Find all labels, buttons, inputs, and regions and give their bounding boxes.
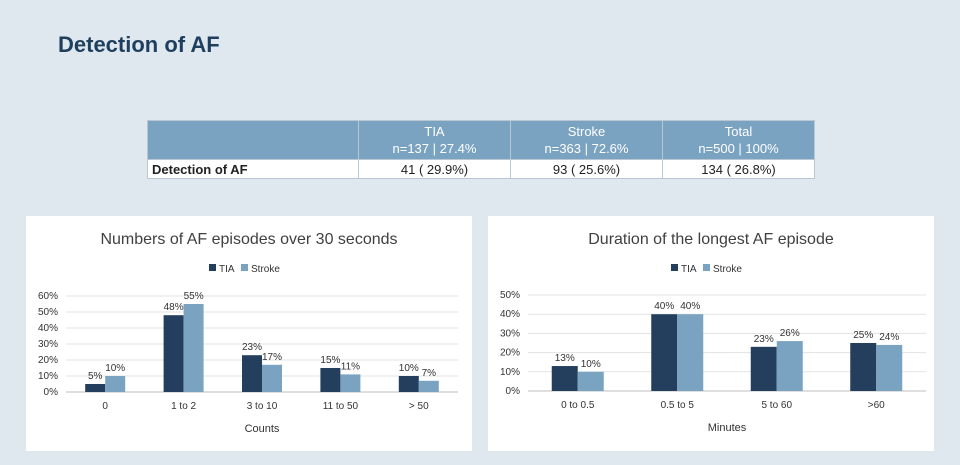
table-header-stroke: Stroke n=363 | 72.6%: [510, 120, 663, 160]
y-tick-label: 50%: [38, 307, 58, 318]
header-group-count: n=500 | 100%: [698, 141, 779, 156]
legend-swatch-stroke: [241, 264, 248, 271]
bar-tia: [750, 346, 777, 391]
data-label: 10%: [105, 363, 125, 374]
data-label: 23%: [754, 334, 774, 345]
bar-stroke: [262, 364, 282, 392]
table-header-tia: TIA n=137 | 27.4%: [358, 120, 511, 160]
legend-label-tia: TIA: [681, 264, 697, 275]
y-tick-label: 0%: [506, 386, 521, 397]
x-tick-label: >60: [868, 400, 885, 411]
x-tick-label: 5 to 60: [761, 400, 792, 411]
bar-stroke: [340, 374, 361, 392]
y-tick-label: 20%: [38, 355, 58, 366]
legend-swatch-stroke: [703, 264, 710, 271]
chart-legend: TIA Stroke: [209, 264, 280, 275]
x-tick-label: 11 to 50: [323, 401, 359, 412]
x-axis-title: Counts: [245, 423, 280, 435]
bar-stroke: [105, 376, 126, 392]
bar-stroke: [183, 304, 204, 392]
legend-label-stroke: Stroke: [251, 264, 280, 275]
chart-title: Duration of the longest AF episode: [588, 231, 834, 248]
data-label: 24%: [879, 332, 899, 343]
data-label: 48%: [164, 302, 184, 313]
bar-tia: [551, 366, 578, 391]
longest-episode-chart-panel: Duration of the longest AF episode TIA Str…: [488, 216, 934, 451]
x-tick-label: 0 to 0.5: [561, 400, 595, 411]
table-header-row: TIA n=137 | 27.4% Stroke n=363 | 72.6% T…: [147, 120, 815, 160]
data-label: 13%: [555, 353, 575, 364]
bar-tia: [320, 368, 341, 392]
y-tick-label: 10%: [500, 367, 520, 378]
cell-stroke: 93 ( 25.6%): [510, 159, 663, 179]
cell-tia: 41 ( 29.9%): [358, 159, 511, 179]
chart-title: Numbers of AF episodes over 30 seconds: [100, 231, 397, 248]
x-axis-title: Minutes: [708, 422, 747, 434]
bar-tia: [242, 355, 262, 392]
y-tick-label: 10%: [38, 371, 58, 382]
data-label: 17%: [262, 352, 282, 363]
bar-stroke: [577, 371, 604, 391]
cell-total: 134 ( 26.8%): [662, 159, 815, 179]
header-group-count: n=363 | 72.6%: [544, 141, 629, 156]
bar-tia: [651, 314, 678, 391]
y-tick-label: 40%: [38, 323, 58, 334]
bar-tia: [850, 343, 877, 391]
legend-label-tia: TIA: [219, 264, 235, 275]
bar-tia: [85, 384, 106, 392]
legend-swatch-tia: [209, 264, 216, 271]
x-tick-label: 1 to 2: [171, 401, 196, 412]
episodes-count-chart: Numbers of AF episodes over 30 seconds TI…: [38, 231, 458, 435]
x-tick-label: 0.5 to 5: [661, 400, 695, 411]
y-tick-label: 60%: [38, 291, 58, 302]
legend-label-stroke: Stroke: [713, 264, 742, 275]
data-label: 11%: [341, 361, 360, 372]
af-detection-table: TIA n=137 | 27.4% Stroke n=363 | 72.6% T…: [147, 120, 815, 179]
episodes-count-chart-panel: Numbers of AF episodes over 30 seconds TI…: [26, 216, 472, 451]
bar-stroke: [776, 341, 803, 391]
data-label: 5%: [88, 371, 103, 382]
data-label: 26%: [780, 328, 800, 339]
data-label: 55%: [184, 291, 204, 302]
legend-swatch-tia: [671, 264, 678, 271]
y-tick-label: 40%: [500, 309, 520, 320]
bar-stroke: [876, 344, 903, 391]
y-tick-label: 0%: [44, 387, 59, 398]
data-label: 23%: [242, 342, 262, 353]
y-tick-label: 20%: [500, 348, 520, 359]
bar-tia: [163, 315, 184, 392]
x-tick-label: 3 to 10: [247, 401, 278, 412]
x-tick-label: > 50: [409, 401, 429, 412]
x-tick-label: 0: [102, 401, 108, 412]
header-group-label: Total: [724, 124, 753, 139]
chart-legend: TIA Stroke: [671, 264, 742, 275]
table-header-blank: [147, 120, 359, 160]
slide-title: Detection of AF: [58, 32, 220, 57]
longest-episode-chart: Duration of the longest AF episode TIA Str…: [500, 231, 926, 434]
row-label: Detection of AF: [147, 159, 359, 179]
data-label: 10%: [399, 363, 419, 374]
data-label: 7%: [422, 368, 437, 379]
bar-stroke: [418, 380, 439, 392]
y-tick-label: 30%: [500, 328, 520, 339]
data-label: 25%: [853, 330, 873, 341]
bar-stroke: [677, 314, 704, 391]
data-label: 40%: [654, 301, 674, 312]
table-row: Detection of AF 41 ( 29.9%) 93 ( 25.6%) …: [147, 159, 815, 179]
table-header-total: Total n=500 | 100%: [662, 120, 815, 160]
header-group-label: TIA: [424, 124, 445, 139]
bar-tia: [398, 376, 419, 392]
data-label: 10%: [581, 359, 601, 370]
y-tick-label: 50%: [500, 290, 520, 301]
data-label: 40%: [680, 301, 700, 312]
header-group-label: Stroke: [567, 124, 606, 139]
data-label: 15%: [320, 355, 340, 366]
y-tick-label: 30%: [38, 339, 58, 350]
header-group-count: n=137 | 27.4%: [392, 141, 477, 156]
